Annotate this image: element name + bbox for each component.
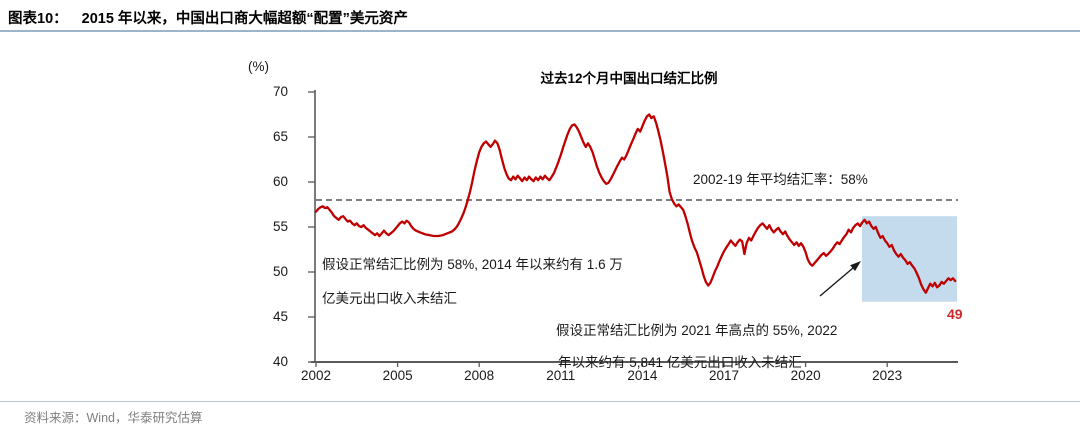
y-tick-label: 55	[272, 219, 288, 234]
annotation-average-rate: 2002-19 年平均结汇率：58%	[693, 172, 868, 187]
series-end-value-label: 49	[947, 306, 963, 322]
x-tick-label: 2017	[708, 368, 740, 383]
y-axis-unit-label: (%)	[248, 59, 269, 74]
y-tick-label: 50	[272, 264, 288, 279]
x-tick-label: 2023	[872, 368, 903, 383]
callout-arrow	[819, 261, 861, 297]
y-tick-label: 60	[272, 174, 288, 189]
y-tick-label: 70	[272, 84, 288, 99]
figure-title: 2015 年以来，中国出口商大幅超额“配置”美元资产	[81, 11, 408, 27]
y-tick-label: 45	[272, 309, 288, 324]
chart-title: 过去12个月中国出口结汇比例	[540, 71, 718, 86]
x-tick-label: 2014	[627, 368, 658, 383]
y-tick-label: 40	[272, 354, 288, 369]
y-tick-label: 65	[272, 129, 288, 144]
annotation-note1-line1: 假设正常结汇比例为 58%, 2014 年以来约有 1.6 万	[322, 257, 623, 272]
x-tick-label: 2020	[790, 368, 821, 383]
annotation-note2-line2: 年以来约有 5,841 亿美元出口收入未结汇	[558, 355, 802, 370]
x-tick-label: 2011	[546, 368, 576, 383]
source-note: 资料来源：Wind，华泰研究估算	[24, 411, 203, 425]
x-tick-label: 2002	[300, 368, 332, 383]
y-axis-ticks	[308, 91, 315, 363]
figure-number: 图表10：	[8, 11, 68, 27]
series-line	[314, 113, 957, 294]
x-tick-label: 2008	[464, 368, 495, 383]
annotation-note1-line2: 亿美元出口收入未结汇	[322, 291, 457, 306]
footer-divider	[0, 401, 1080, 402]
annotation-note2-line1: 假设正常结汇比例为 2021 年高点的 55%, 2022	[556, 323, 838, 338]
header-divider	[0, 30, 1080, 32]
x-tick-label: 2005	[382, 368, 413, 383]
arrow-head	[850, 261, 861, 271]
arrow-shaft	[819, 267, 854, 297]
figure-header: 图表10： 2015 年以来，中国出口商大幅超额“配置”美元资产	[8, 7, 408, 28]
